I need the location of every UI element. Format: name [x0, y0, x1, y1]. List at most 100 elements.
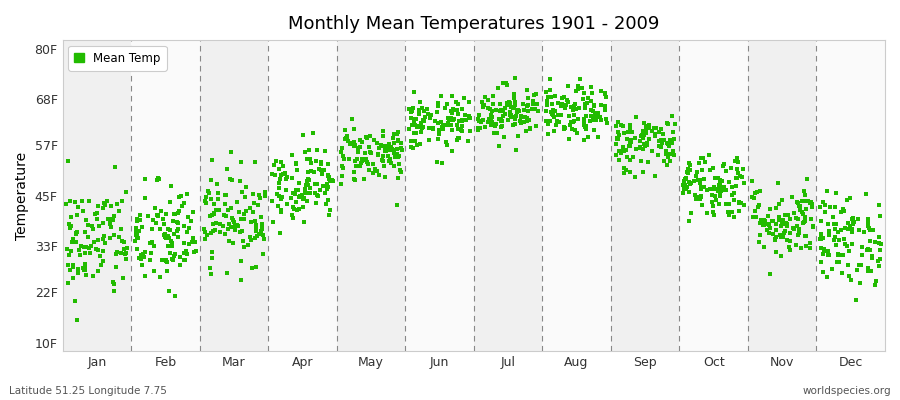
Point [518, 113, 533, 120]
Point [623, 125, 637, 131]
Point [871, 257, 886, 264]
Point [376, 153, 391, 159]
Point [766, 231, 780, 238]
Point [800, 176, 814, 183]
Point [117, 251, 131, 258]
Point [556, 123, 571, 130]
Point [694, 186, 708, 192]
Point [624, 137, 638, 144]
Point [511, 107, 526, 113]
Point [486, 93, 500, 99]
Point [423, 115, 437, 122]
Point [562, 136, 577, 142]
Point [679, 174, 693, 181]
Point [341, 156, 356, 162]
Point [205, 249, 220, 255]
Point [548, 108, 562, 114]
Point [702, 152, 716, 158]
Point [569, 88, 583, 94]
Point [322, 174, 337, 180]
Point [168, 211, 183, 218]
Point [313, 166, 328, 173]
Point [779, 221, 794, 227]
Point [660, 120, 674, 126]
Point [814, 218, 829, 225]
Point [234, 158, 248, 165]
Point [180, 191, 194, 198]
Point [274, 159, 288, 165]
Point [285, 190, 300, 196]
Point [368, 166, 382, 172]
Point [339, 133, 354, 140]
Point [272, 166, 286, 172]
Point [584, 98, 598, 104]
Point [566, 106, 580, 113]
Point [130, 232, 144, 238]
Point [765, 218, 779, 224]
Point [785, 194, 799, 200]
Point [803, 240, 817, 246]
Point [483, 121, 498, 128]
Point [163, 199, 177, 205]
Point [837, 208, 851, 214]
Point [316, 183, 330, 190]
Point [495, 118, 509, 124]
Point [150, 175, 165, 181]
Point [339, 136, 354, 142]
Point [841, 226, 855, 232]
Point [500, 117, 515, 123]
Point [843, 195, 858, 201]
Point [289, 198, 303, 205]
Point [838, 225, 852, 232]
Point [336, 164, 350, 171]
Point [577, 122, 591, 128]
Point [309, 200, 323, 207]
Point [319, 201, 333, 208]
Point [146, 217, 160, 224]
Point [503, 100, 517, 106]
Point [408, 122, 422, 128]
Point [804, 199, 818, 205]
Point [359, 134, 374, 140]
Point [776, 216, 790, 223]
Point [390, 202, 404, 208]
Point [514, 112, 528, 119]
Point [445, 110, 459, 116]
Point [345, 116, 359, 122]
Point [554, 95, 569, 101]
Point [872, 202, 886, 209]
Point [568, 127, 582, 133]
Point [403, 138, 418, 144]
Point [441, 120, 455, 126]
Point [376, 133, 391, 139]
Point [204, 271, 219, 278]
Point [647, 173, 662, 179]
Point [680, 184, 694, 190]
Point [820, 188, 834, 194]
Point [665, 140, 680, 146]
Point [218, 201, 232, 208]
Point [778, 221, 793, 228]
Point [527, 105, 542, 112]
Point [706, 203, 720, 209]
Point [836, 252, 850, 258]
Point [274, 172, 288, 178]
Point [806, 223, 820, 229]
Point [355, 156, 369, 163]
Point [417, 108, 431, 114]
Point [166, 256, 180, 262]
Point [318, 190, 332, 196]
Point [780, 236, 795, 243]
Point [86, 272, 100, 279]
Point [164, 238, 178, 244]
Point [82, 245, 96, 251]
Point [860, 222, 875, 229]
Point [159, 257, 174, 264]
Point [502, 99, 517, 106]
Point [275, 170, 290, 177]
Point [426, 126, 440, 132]
Point [835, 270, 850, 276]
Point [806, 224, 820, 230]
Point [366, 160, 381, 167]
Point [106, 213, 121, 219]
